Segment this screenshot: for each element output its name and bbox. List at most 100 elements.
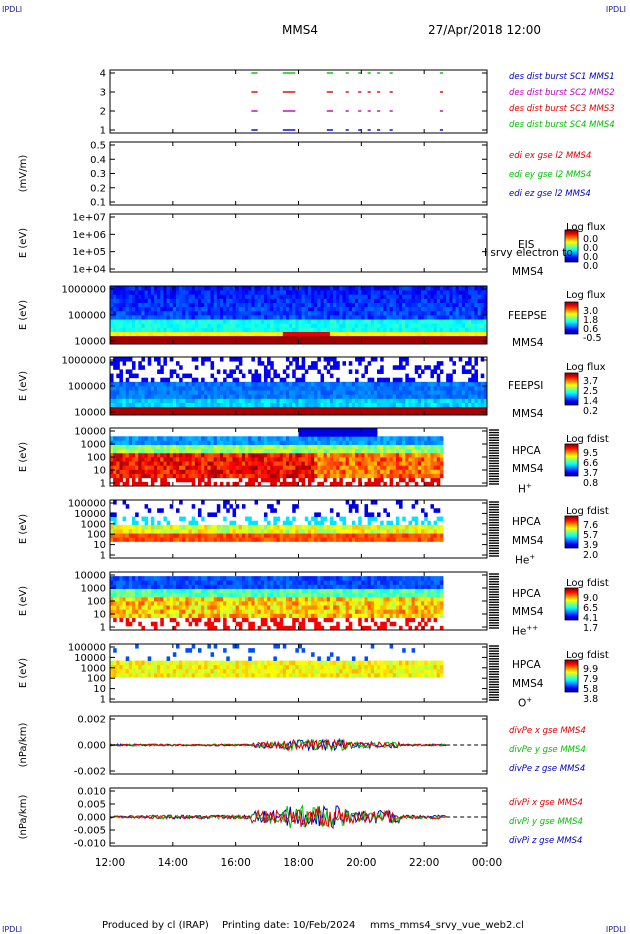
spectrogram-cell xyxy=(207,357,211,362)
spectrogram-cell xyxy=(160,331,164,337)
spectrogram-cell xyxy=(131,520,136,526)
spectrogram-cell xyxy=(128,286,133,291)
spectrogram-cell xyxy=(307,440,312,445)
spectrogram-cell xyxy=(307,390,312,395)
spectrogram-cell xyxy=(446,377,450,383)
spectrogram-cell xyxy=(433,473,438,479)
spectrogram-cell xyxy=(336,398,340,403)
spectrogram-cell xyxy=(370,357,375,362)
spectrogram-cell xyxy=(471,327,475,332)
spectrogram-cell xyxy=(292,294,296,299)
spectrogram-cell xyxy=(125,327,130,332)
spectrogram-cell xyxy=(254,520,259,526)
spectrogram-cell xyxy=(160,592,164,598)
spectrogram-cell xyxy=(172,369,177,374)
spectrogram-cell xyxy=(421,461,425,466)
spectrogram-cell xyxy=(355,469,359,474)
spectrogram-cell xyxy=(386,381,391,387)
spectrogram-cell xyxy=(270,533,274,538)
spectrogram-cell xyxy=(122,310,127,316)
spectrogram-cell xyxy=(367,428,372,433)
spectrogram-cell xyxy=(292,369,296,374)
spectrogram-cell xyxy=(113,386,117,391)
spectrogram-cell xyxy=(323,469,328,474)
spectrogram-cell xyxy=(443,335,447,341)
spectrogram-cell xyxy=(125,529,130,534)
spectrogram-cell xyxy=(446,386,450,391)
spectrogram-cell xyxy=(285,473,290,479)
spectrogram-cell xyxy=(147,406,152,412)
spectrogram-cell xyxy=(392,398,397,403)
spectrogram-cell xyxy=(251,386,255,391)
spectrogram-cell xyxy=(307,436,312,441)
spectrogram-cell xyxy=(380,377,384,383)
spectrogram-cell xyxy=(201,436,205,441)
spectrogram-cell xyxy=(421,381,425,387)
spectrogram-cell xyxy=(367,406,372,412)
spectrogram-cell xyxy=(219,533,224,538)
spectrogram-cell xyxy=(329,327,334,332)
spectrogram-cell xyxy=(116,331,120,337)
spectrogram-cell xyxy=(282,440,287,445)
spectrogram-cell xyxy=(383,381,387,387)
spectrogram-cell xyxy=(229,448,233,454)
spectrogram-cell xyxy=(273,327,277,332)
spectrogram-cell xyxy=(194,465,199,470)
spectrogram-cell xyxy=(163,524,167,530)
spectrogram-cell xyxy=(336,473,340,479)
spectrogram-cell xyxy=(436,294,441,299)
spectrogram-cell xyxy=(301,335,306,341)
spectrogram-cell xyxy=(311,398,315,403)
spectrogram-cell xyxy=(285,306,290,312)
spectrogram-cell xyxy=(449,406,453,412)
spectrogram-cell xyxy=(169,609,174,614)
spectrogram-cell xyxy=(276,410,281,416)
spectrogram-cell xyxy=(248,339,252,345)
spectrogram-cell xyxy=(182,529,186,534)
spectrogram-cell xyxy=(295,398,299,403)
spectrogram-cell xyxy=(292,436,296,441)
spectrogram-cell xyxy=(289,461,293,466)
spectrogram-cell xyxy=(361,452,365,458)
spectrogram-cell xyxy=(326,302,331,308)
spectrogram-cell xyxy=(449,315,453,320)
spectrogram-cell xyxy=(125,339,130,345)
spectrogram-cell xyxy=(248,461,252,466)
spectrogram-cell xyxy=(204,381,208,387)
spectrogram-cell xyxy=(389,448,394,454)
spectrogram-cell xyxy=(386,377,391,383)
spectrogram-cell xyxy=(355,410,359,416)
spectrogram-cell xyxy=(483,339,488,345)
spectrogram-cell xyxy=(131,286,136,291)
spectrogram-cell xyxy=(235,465,240,470)
spectrogram-cell xyxy=(364,533,369,538)
spectrogram-cell xyxy=(160,390,164,395)
spectrogram-cell xyxy=(380,469,384,474)
spectrogram-cell xyxy=(285,529,290,534)
spectrogram-cell xyxy=(421,533,425,538)
spectrogram-cell xyxy=(449,335,453,341)
spectrogram-cell xyxy=(119,592,123,598)
spectrogram-cell xyxy=(135,473,139,479)
spectrogram-cell xyxy=(433,331,438,337)
spectrogram-cell xyxy=(373,381,378,387)
spectrogram-cell xyxy=(395,537,400,542)
spectrogram-cell xyxy=(433,469,438,474)
spectrogram-cell xyxy=(323,432,328,437)
spectrogram-cell xyxy=(182,436,186,441)
spectrogram-cell xyxy=(245,398,249,403)
spectrogram-cell xyxy=(110,298,114,303)
spectrogram-cell xyxy=(254,369,259,374)
spectrogram-cell xyxy=(150,410,155,416)
spectrogram-cell xyxy=(116,410,120,416)
spectrogram-cell xyxy=(323,302,328,308)
spectrogram-cell xyxy=(411,469,416,474)
spectrogram-cell xyxy=(333,381,337,387)
spectrogram-cell xyxy=(458,335,463,341)
spectrogram-cell xyxy=(298,365,303,370)
spectrogram-cell xyxy=(471,290,475,295)
spectrogram-cell xyxy=(339,428,343,433)
spectrogram-cell xyxy=(267,469,271,474)
spectrogram-cell xyxy=(153,588,158,594)
spectrogram-cell xyxy=(245,306,249,312)
